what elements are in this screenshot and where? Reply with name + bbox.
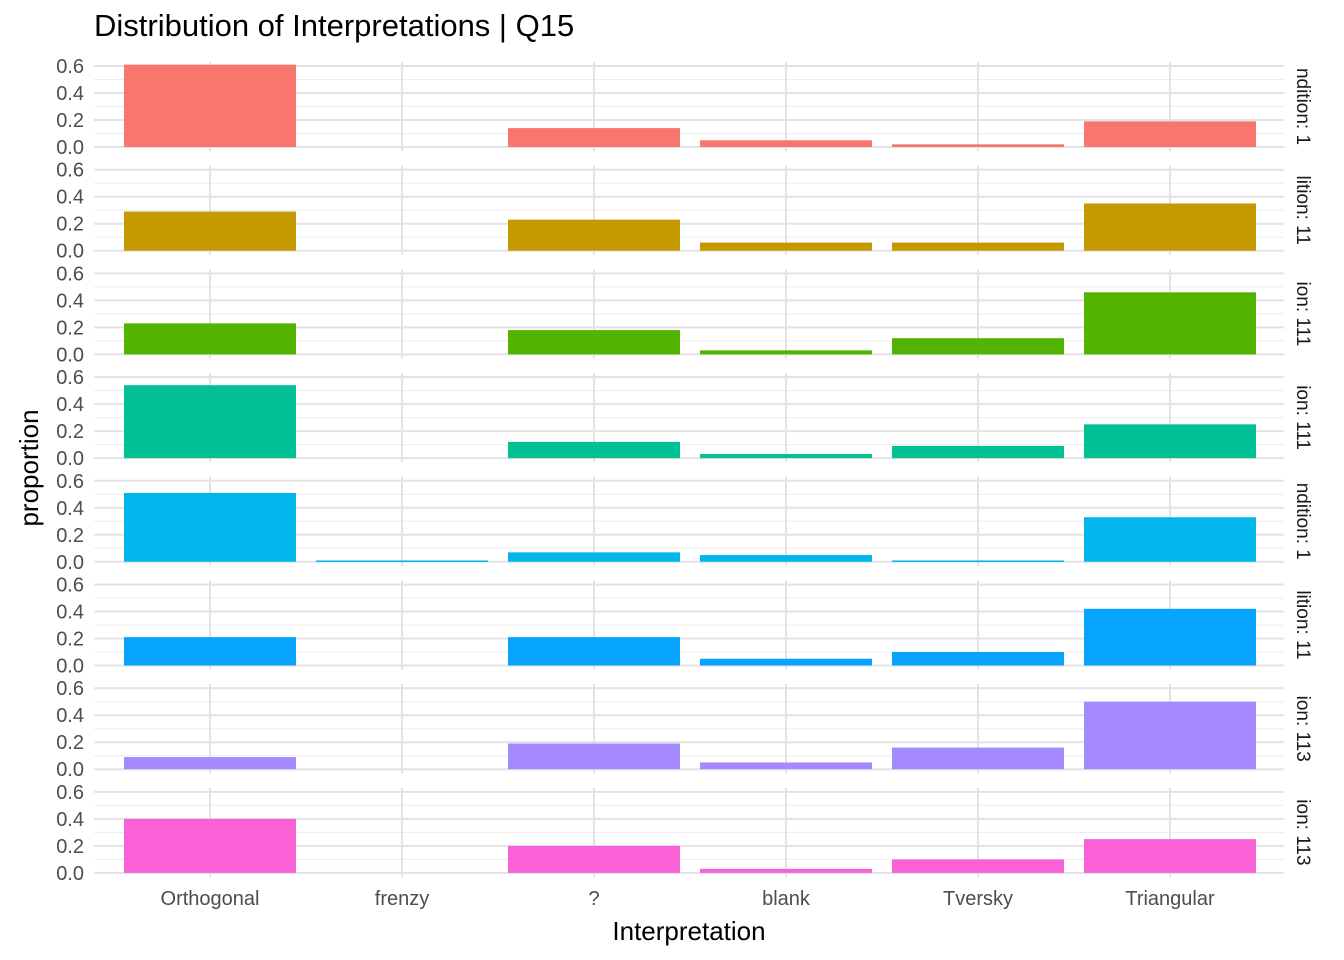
bar (508, 637, 680, 666)
bar (124, 323, 296, 355)
bar (892, 560, 1064, 562)
bar (1084, 839, 1256, 873)
bar (700, 140, 872, 147)
bar (508, 128, 680, 147)
bar (700, 868, 872, 873)
y-tick-label: 0.2 (56, 732, 84, 754)
y-tick-label: 0.4 (56, 602, 84, 624)
y-tick-label: 0.4 (56, 187, 84, 209)
x-tick-label: ? (588, 888, 599, 910)
y-tick-label: 0.4 (56, 394, 84, 416)
y-tick-label: 0.2 (56, 836, 84, 858)
x-tick-label: frenzy (375, 888, 429, 910)
y-tick-label: 0.0 (56, 552, 84, 574)
facet-strip-label: ndition: 1 (1292, 483, 1313, 560)
bar (1084, 121, 1256, 147)
bar (892, 445, 1064, 459)
y-tick-label: 0.0 (56, 137, 84, 159)
y-tick-label: 0.0 (56, 241, 84, 263)
y-tick-label: 0.6 (56, 367, 84, 389)
y-tick-label: 0.4 (56, 498, 84, 520)
y-tick-label: 0.6 (56, 56, 84, 78)
bar (700, 555, 872, 562)
bar (124, 818, 296, 873)
x-axis-title: Interpretation (612, 916, 765, 946)
bar (892, 144, 1064, 147)
bar (508, 743, 680, 770)
bar (124, 211, 296, 251)
y-tick-label: 0.4 (56, 83, 84, 105)
bar (700, 242, 872, 251)
bar (1084, 203, 1256, 251)
y-tick-label: 0.0 (56, 344, 84, 366)
bar (1084, 517, 1256, 562)
y-tick-label: 0.0 (56, 863, 84, 885)
y-tick-label: 0.0 (56, 448, 84, 470)
facet-strip-label: ion: 111 (1292, 385, 1313, 450)
bar (124, 64, 296, 147)
y-tick-label: 0.0 (56, 656, 84, 678)
bar (508, 845, 680, 873)
bar (700, 454, 872, 459)
y-tick-label: 0.2 (56, 629, 84, 651)
y-tick-label: 0.6 (56, 263, 84, 285)
y-tick-label: 0.2 (56, 214, 84, 236)
bar (892, 859, 1064, 873)
bar (892, 242, 1064, 251)
facet-strip-label: lition: 11 (1292, 590, 1313, 659)
y-tick-label: 0.4 (56, 809, 84, 831)
bar (124, 492, 296, 562)
bar (316, 560, 488, 562)
y-tick-label: 0.2 (56, 317, 84, 339)
y-tick-label: 0.2 (56, 525, 84, 547)
y-tick-label: 0.6 (56, 471, 84, 493)
bar (508, 219, 680, 251)
bar (124, 757, 296, 770)
x-tick-label: blank (762, 888, 811, 910)
y-tick-label: 0.6 (56, 575, 84, 597)
y-tick-label: 0.6 (56, 782, 84, 804)
bar (892, 652, 1064, 666)
bar (124, 385, 296, 459)
bar (1084, 608, 1256, 666)
facet-strip-label: ion: 111 (1292, 282, 1313, 347)
bar (1084, 701, 1256, 770)
bar (1084, 292, 1256, 355)
y-axis-title: proportion (14, 409, 44, 526)
x-tick-label: Orthogonal (161, 888, 260, 910)
facet-strip-label: lition: 11 (1292, 176, 1313, 245)
y-tick-label: 0.4 (56, 705, 84, 727)
bar (124, 637, 296, 666)
y-tick-label: 0.4 (56, 290, 84, 312)
y-tick-label: 0.2 (56, 110, 84, 132)
facet-strip-label: ion: 113 (1292, 799, 1313, 865)
facet-strip-label: ndition: 1 (1292, 68, 1313, 145)
facet-strip-label: ion: 113 (1292, 696, 1313, 762)
bar (700, 350, 872, 355)
chart-title: Distribution of Interpretations | Q15 (94, 8, 575, 43)
bar (508, 441, 680, 459)
bar (508, 330, 680, 355)
y-tick-label: 0.0 (56, 759, 84, 781)
x-tick-label: Triangular (1125, 888, 1215, 910)
y-tick-label: 0.6 (56, 678, 84, 700)
bar (700, 658, 872, 666)
bar (892, 338, 1064, 355)
y-tick-label: 0.2 (56, 421, 84, 443)
bar (508, 552, 680, 562)
bar (892, 747, 1064, 770)
y-tick-label: 0.6 (56, 160, 84, 182)
bar (700, 762, 872, 770)
x-tick-label: Tversky (943, 888, 1013, 910)
bar (1084, 424, 1256, 459)
